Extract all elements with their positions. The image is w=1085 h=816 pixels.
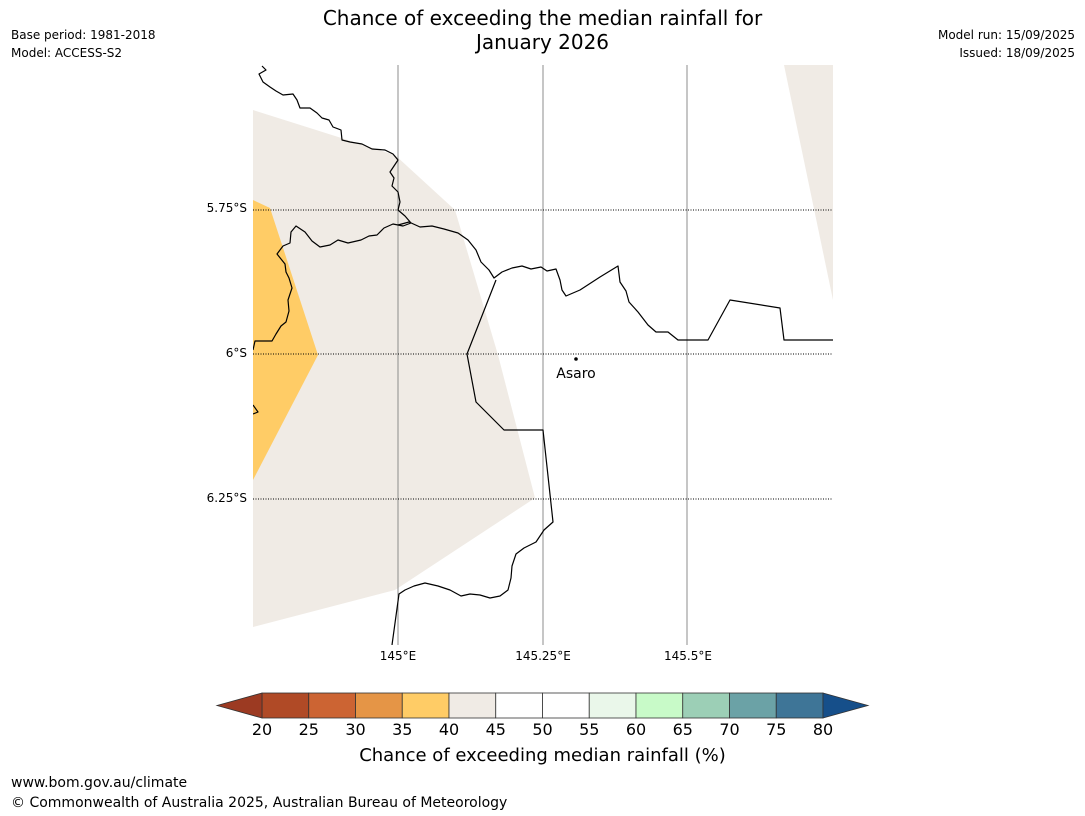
colorbar-tick-label: 45	[485, 720, 506, 739]
footer-url[interactable]: www.bom.gov.au/climate	[11, 775, 188, 791]
colorbar-label: Chance of exceeding median rainfall (%)	[359, 745, 726, 766]
metadata-right: Model run: 15/09/2025 Issued: 18/09/2025	[938, 26, 1075, 62]
probability-region-40-45	[253, 110, 535, 627]
issued-date: Issued: 18/09/2025	[959, 46, 1075, 60]
colorbar-tick-label: 60	[625, 720, 647, 739]
colorbar-tick-label: 20	[251, 720, 273, 739]
map-title: Chance of exceeding the median rainfall …	[0, 6, 1085, 54]
title-line-1: Chance of exceeding the median rainfall …	[322, 6, 763, 30]
colorbar-tick-label: 30	[345, 720, 366, 739]
probability-region-40-45-east	[784, 65, 833, 300]
lat-label-5-75s: 5.75°S	[206, 201, 247, 215]
footer-copyright: © Commonwealth of Australia 2025, Austra…	[11, 795, 508, 811]
model-name: Model: ACCESS-S2	[11, 46, 123, 60]
colorbar-tick-label: 50	[532, 720, 553, 739]
colorbar-tick-label: 70	[719, 720, 740, 739]
colorbar-tick-label: 65	[672, 720, 693, 739]
boundary-line-south	[391, 279, 554, 645]
lat-label-6s: 6°S	[225, 346, 247, 360]
boundary-line-north	[253, 65, 412, 351]
colorbar-tick-label: 25	[298, 720, 319, 739]
lat-label-6-25s: 6.25°S	[206, 491, 247, 505]
town-label: Asaro	[556, 366, 595, 382]
title-line-2: January 2026	[475, 30, 610, 54]
base-period: Base period: 1981-2018	[11, 28, 156, 42]
colorbar-tick-label: 80	[812, 720, 834, 739]
lon-label-145e: 145°E	[379, 649, 417, 663]
lon-label-145-5e: 145.5°E	[664, 649, 712, 663]
gridlines	[397, 65, 688, 645]
lon-label-145-25e: 145.25°E	[515, 649, 571, 663]
probability-region-35-40	[253, 200, 318, 480]
colorbar-tick-label: 40	[438, 720, 460, 739]
latitude-lines	[253, 209, 833, 500]
colorbar-tick-label: 55	[579, 720, 600, 739]
model-run-date: Model run: 15/09/2025	[937, 28, 1075, 42]
town-marker	[574, 357, 578, 361]
metadata-left: Base period: 1981-2018 Model: ACCESS-S2	[11, 26, 156, 62]
province-boundaries	[253, 65, 833, 645]
boundary-line-west-fragment	[253, 404, 259, 415]
boundary-line-central	[397, 221, 833, 341]
colorbar-tick-label: 75	[766, 720, 787, 739]
colorbar-tick-label: 35	[392, 720, 413, 739]
